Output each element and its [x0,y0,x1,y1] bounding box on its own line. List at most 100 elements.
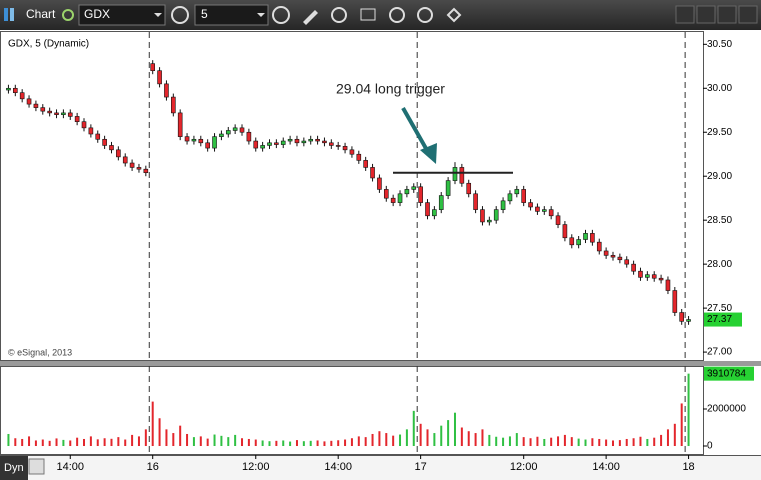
candle-body [665,279,671,291]
y-tick-label: 27.50 [707,303,732,314]
x-tick-label: 17 [415,461,427,473]
candle-body [356,153,362,161]
volume-bar [392,435,395,447]
y-tick-label: 29.00 [707,171,732,182]
volume-bar [96,439,99,447]
interval-icon[interactable] [171,6,189,24]
volume-bar [62,439,65,447]
time-icon[interactable] [272,6,290,24]
tool-icon[interactable] [446,7,462,23]
x-tick-label: 16 [147,461,159,473]
app-icon [10,8,14,21]
candle-body [157,70,162,85]
candle-body [294,138,300,144]
y-tick-label: 30.00 [707,83,732,94]
zoom-button[interactable] [28,458,45,475]
volume-bar [447,420,450,447]
draw-icon[interactable] [303,10,318,25]
alert-icon[interactable] [417,7,433,23]
pane-separator [0,361,761,366]
volume-bar [673,423,676,447]
candle-body [473,193,478,210]
candle-body [253,140,259,149]
candle-body [555,215,561,225]
volume-bar [7,433,10,447]
candle-body [370,167,375,179]
volume-bar [117,437,120,447]
candle-body [287,138,293,142]
volume-bar [213,434,216,447]
volume-bar [625,438,628,447]
interval[interactable]: 5 [201,7,208,21]
candle-body [342,146,348,151]
volume-bar [522,437,525,447]
candle-body [95,133,101,140]
interval-box[interactable] [194,4,269,26]
candle-body [191,138,197,142]
mode-box[interactable] [0,456,28,480]
window-button[interactable] [696,5,716,24]
volume-bar [378,431,381,447]
candle-body [260,145,265,149]
candle-body [583,233,588,240]
grid-icon[interactable] [360,8,376,21]
volume-bar [660,434,663,447]
volume-bar [570,437,573,447]
volume-bar [467,431,470,447]
volume-bar [557,436,560,447]
volume-bar [543,438,546,447]
candle-body [569,237,575,246]
volume-bar [206,438,209,447]
mode[interactable]: Dyn [4,462,24,474]
volume-bar [440,425,443,447]
candle-body [452,167,458,181]
window-button[interactable] [675,5,695,24]
volume-bar [241,438,244,447]
volume-bar [515,433,518,447]
candle-body [493,209,499,221]
candle-body [171,96,176,114]
window-button[interactable] [717,5,737,24]
volume-bar [110,438,113,447]
candle-body [514,189,520,195]
volume-bar [618,440,621,447]
volume-bar [632,438,635,447]
dropdown-arrow [257,13,265,17]
refresh-icon[interactable] [331,7,347,23]
volume-bar [124,439,127,447]
volume-bar [426,429,429,447]
candle-body [425,202,430,217]
volume-bar [584,439,587,447]
candle-body [383,189,389,199]
window-button[interactable] [738,5,758,24]
volume-bar [577,438,580,447]
candle-body [267,142,272,146]
annotation-arrow [401,107,430,153]
volume-bar [646,438,649,447]
candle-body [6,87,11,91]
volume-bar [89,436,92,447]
symbol-box[interactable] [78,4,166,26]
volume-bar [330,440,333,447]
volume-bar [137,436,140,447]
volume-bar [302,441,305,447]
candle-body [528,202,533,208]
candle-body [645,274,650,278]
volume-bar [495,436,498,447]
volume-bar [536,436,539,447]
play-icon[interactable] [389,7,405,23]
candle-body [411,186,417,190]
symbol[interactable]: GDX [84,7,110,21]
volume-bar [385,433,388,447]
credit: © eSignal, 2013 [8,347,72,357]
candle-body [521,189,526,203]
candle-body [445,180,451,196]
y-tick-label: 29.50 [707,127,732,138]
volume-bar [165,429,168,447]
x-tick-label: 14:00 [592,461,620,473]
last-volume: 3910784 [707,368,746,379]
candle-body [274,142,279,145]
candle-body [129,162,135,168]
candle-body [109,145,114,151]
link-icon[interactable] [62,9,74,21]
